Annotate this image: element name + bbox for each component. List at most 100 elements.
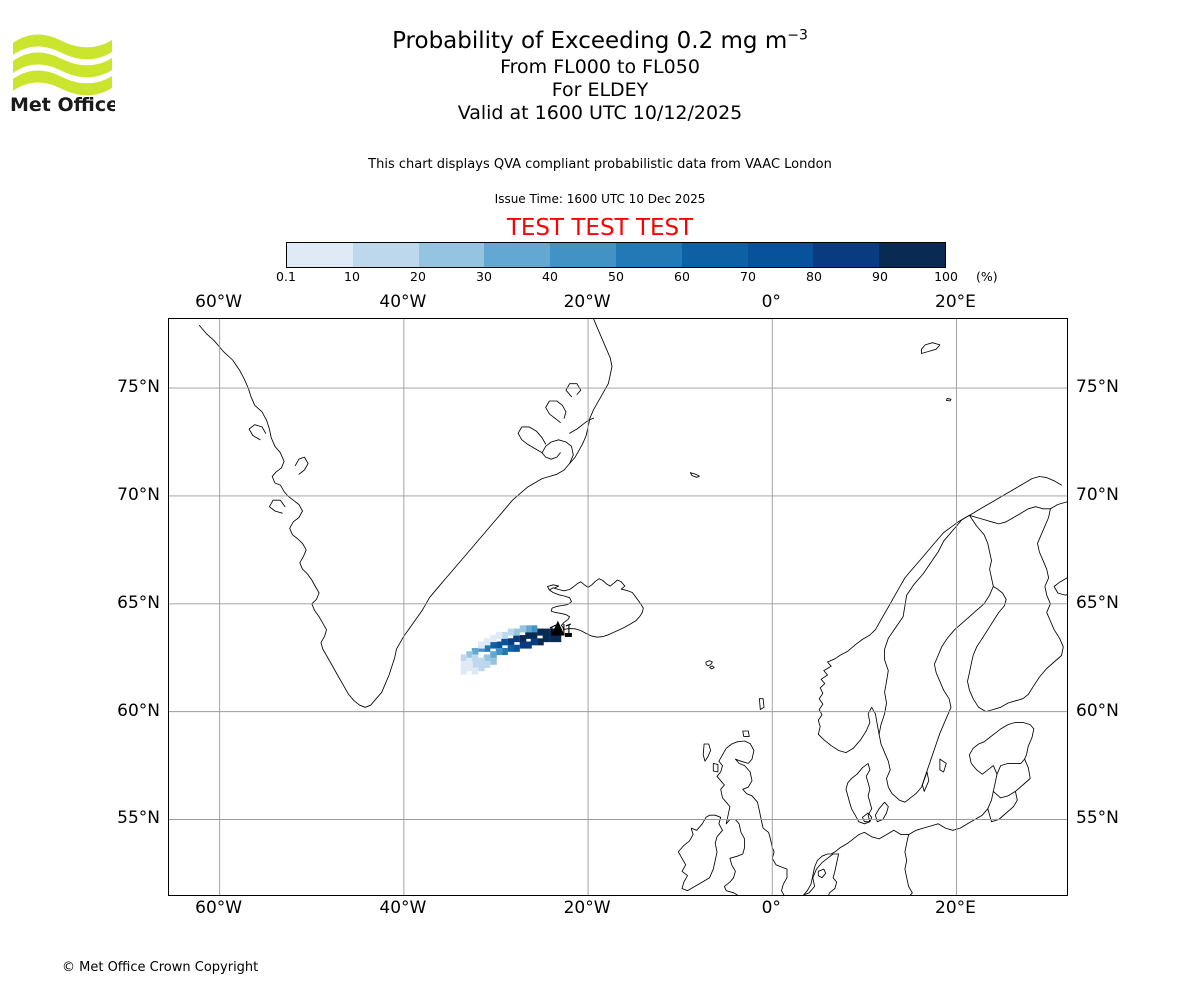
coastline-ireland	[677, 814, 723, 892]
coastline-layer	[198, 319, 1067, 895]
colorbar-band-0.1-10	[287, 243, 353, 267]
plume-cell	[530, 625, 538, 633]
plume-cell	[542, 635, 550, 643]
coastline-de-pl-internal	[909, 892, 913, 895]
lat-label-right-75°N: 75°N	[1076, 377, 1119, 398]
plume-cell	[501, 631, 508, 639]
coastline-ijsselmeer	[817, 868, 827, 879]
plume-cell	[466, 651, 473, 659]
lat-label-right-65°N: 65°N	[1076, 592, 1119, 613]
colorbar-tick-40: 40	[542, 269, 558, 284]
plume-cell	[525, 625, 532, 633]
lon-label-top-20°E: 20°E	[935, 292, 976, 312]
page-title-text: Probability of Exceeding 0.2 mg m	[392, 28, 788, 54]
lat-label-right-60°N: 60°N	[1076, 700, 1119, 721]
coastline-netherlands-coast	[803, 853, 840, 895]
lon-label-top-0°: 0°	[761, 292, 781, 312]
page-title: Probability of Exceeding 0.2 mg m−3	[0, 26, 1200, 56]
colorbar-band-20-30	[418, 243, 485, 267]
coastline-denmark-zealand	[874, 801, 889, 823]
logo-text: Met Office	[10, 94, 115, 115]
plume-cell	[490, 657, 497, 665]
colorbar	[286, 242, 946, 268]
coastline-kola-coast	[1049, 501, 1067, 510]
plume-cell	[495, 631, 503, 639]
plume-cell	[466, 657, 473, 665]
coastline-sweden-norway-border	[878, 514, 970, 735]
coastline-denmark-funen	[862, 812, 873, 823]
coastline-lithuania-belarus	[987, 790, 1018, 823]
colorbar-tick-100: 100	[934, 269, 958, 284]
colorbar-tick-labels: 0.1 10 20 30 40 50 60 70 80 90 100	[276, 269, 958, 285]
plume-cell	[549, 635, 556, 643]
coastline-iceland-nw-fjords	[547, 584, 560, 591]
plume-cell	[478, 664, 485, 672]
coastline-outer-hebrides	[702, 743, 712, 762]
volcano-marker-layer	[549, 620, 572, 637]
coastline-estonia-border	[996, 728, 1035, 775]
coastline-norway-south	[817, 706, 880, 754]
plume-cell	[471, 654, 479, 662]
plume-cell	[554, 635, 562, 643]
lon-label-bottom-0°: 0°	[761, 898, 781, 918]
lat-label-right-55°N: 55°N	[1076, 808, 1119, 829]
plume-cell	[513, 644, 520, 652]
colorbar-band-60-70	[681, 243, 748, 267]
colorbar-tick-70: 70	[740, 269, 756, 284]
coastline-denmark-jutland	[845, 762, 873, 825]
flight-level-line: From FL000 to FL050	[500, 56, 700, 78]
plume-cell	[495, 641, 503, 649]
lon-label-bottom-60°W: 60°W	[195, 898, 243, 918]
lon-label-bottom-40°W: 40°W	[379, 898, 427, 918]
colorbar-tick-30: 30	[476, 269, 492, 284]
lat-label-left-75°N: 75°N	[117, 377, 160, 398]
plume-cell	[513, 635, 520, 643]
coastline-iceland	[548, 578, 644, 638]
valid-time-line: Valid at 1600 UTC 10/12/2025	[457, 102, 743, 124]
plume-cell	[507, 638, 515, 646]
coastline-greenland-fjord3	[565, 383, 582, 398]
plume-cell	[495, 647, 503, 656]
coastline-greenland-w-notch	[294, 456, 309, 475]
plume-cell	[519, 635, 527, 643]
coastline-shetland	[758, 698, 765, 710]
lon-label-top-60°W: 60°W	[195, 292, 243, 312]
plume-cell	[460, 654, 468, 662]
plume-cell	[501, 638, 508, 646]
plume-cell	[478, 657, 485, 665]
plume-cell	[483, 638, 491, 646]
plume-cell	[471, 647, 479, 656]
colorbar-band-10-20	[352, 243, 419, 267]
lat-label-right-70°N: 70°N	[1076, 484, 1119, 505]
plume-cell	[530, 631, 538, 639]
lat-label-left-70°N: 70°N	[117, 484, 160, 505]
colorbar-band-90-100	[879, 243, 945, 267]
colorbar-tick-20: 20	[410, 269, 426, 284]
coastline-greenland-ne-inlet	[569, 417, 595, 434]
colorbar-bands	[286, 242, 946, 268]
lon-label-bottom-20°E: 20°E	[935, 898, 976, 918]
plume-cell	[490, 651, 497, 659]
lat-label-left-60°N: 60°N	[117, 700, 160, 721]
coastline-germany-poland-coast	[847, 721, 1035, 844]
lat-label-left-65°N: 65°N	[117, 592, 160, 613]
coastline-bear-island	[945, 397, 952, 402]
volcano-marker-eldey[interactable]	[549, 620, 572, 637]
plume-cell	[460, 667, 468, 675]
probability-map[interactable]	[168, 318, 1068, 896]
plume-cell	[519, 641, 527, 649]
plume-cell	[483, 644, 491, 652]
coastline-faroe2	[709, 665, 715, 670]
coastline-latvia-lithuania-border	[992, 758, 1031, 799]
plume-cell	[549, 628, 556, 636]
plume-cell	[525, 631, 532, 639]
coastline-sweden-coast	[878, 586, 994, 803]
coastline-germany-border	[803, 842, 849, 895]
page-title-exponent: −3	[787, 27, 808, 44]
coastline-greenland-fjord2	[545, 400, 567, 424]
lon-label-bottom-20°W: 20°W	[563, 898, 611, 918]
colorbar-tick-80: 80	[806, 269, 822, 284]
plume-cell	[483, 654, 491, 662]
coastline-oland	[921, 771, 930, 792]
plume-cell	[507, 644, 515, 652]
